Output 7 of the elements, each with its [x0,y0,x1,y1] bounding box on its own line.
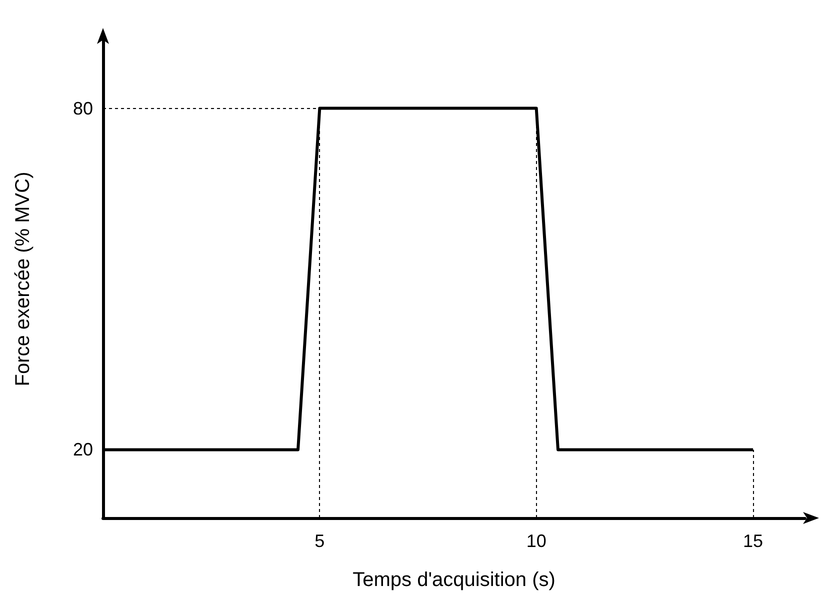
y-tick-label: 80 [72,98,93,118]
y-tick-label: 20 [72,440,93,460]
x-tick-label: 15 [742,531,764,551]
x-axis-title: Temps d'acquisition (s) [352,569,556,591]
x-tick-label: 5 [314,531,325,551]
y-axis-title: Force exercée (% MVC) [12,172,34,386]
x-tick-label: 10 [526,531,546,551]
